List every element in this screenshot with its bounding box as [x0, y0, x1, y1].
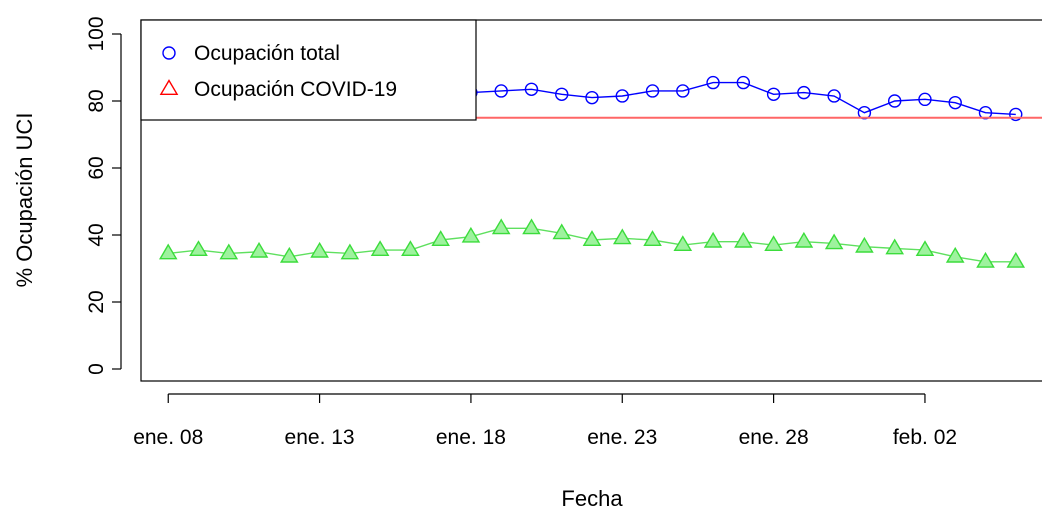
- data-point: [766, 87, 781, 102]
- data-point: [340, 243, 360, 260]
- x-tick-label: ene. 28: [739, 426, 809, 449]
- data-point: [945, 246, 965, 263]
- data-point: [885, 238, 905, 255]
- legend-box: [140, 19, 477, 121]
- data-point: [855, 236, 874, 253]
- y-axis-title: % Ocupación UCI: [12, 113, 37, 288]
- data-point: [643, 230, 662, 247]
- data-point: [887, 94, 902, 108]
- series-ocupacion-covid: [158, 218, 1026, 268]
- data-point: [1009, 107, 1023, 122]
- data-point: [764, 235, 783, 252]
- data-point: [1006, 251, 1026, 268]
- x-tick-label: ene. 23: [587, 426, 657, 449]
- data-point: [703, 231, 723, 248]
- legend-marker-ocupacion-total: [162, 46, 176, 60]
- data-point: [948, 95, 962, 110]
- data-point: [824, 233, 844, 250]
- data-point: [736, 75, 751, 90]
- data-point: [249, 241, 269, 258]
- data-point: [279, 246, 299, 263]
- data-point: [555, 87, 569, 102]
- data-point: [370, 240, 390, 257]
- data-point: [915, 240, 935, 257]
- x-tick-label: feb. 02: [893, 426, 957, 449]
- data-point: [582, 230, 602, 247]
- y-tick-label: 0: [85, 363, 108, 375]
- legend-label-ocupacion-total: Ocupación total: [194, 42, 340, 65]
- x-tick-label: ene. 18: [436, 426, 506, 449]
- data-point: [794, 231, 814, 248]
- x-tick-label: ene. 13: [285, 426, 355, 449]
- y-tick-label: 100: [85, 16, 108, 51]
- data-point: [706, 75, 720, 90]
- data-point: [522, 218, 541, 235]
- data-point: [673, 235, 693, 252]
- legend-triangle-marker: [159, 79, 179, 96]
- data-point: [494, 84, 508, 98]
- y-tick-label: 60: [85, 156, 108, 179]
- legend-label-ocupacion-covid: Ocupación COVID-19: [194, 78, 397, 101]
- data-point: [676, 84, 690, 98]
- x-axis: ene. 08 ene. 13 ene. 18 ene. 23 ene. 28 feb. …: [133, 393, 957, 449]
- x-axis-title: Fecha: [561, 486, 623, 511]
- data-point: [612, 228, 632, 245]
- legend-circle-marker: [162, 46, 176, 60]
- plot-frame: [140, 19, 1042, 382]
- data-point: [552, 223, 572, 240]
- data-point: [461, 226, 481, 243]
- legend: Ocupación total Ocupación COVID-19: [140, 19, 477, 121]
- data-point: [976, 251, 995, 268]
- data-point: [827, 89, 841, 103]
- series-line: [470, 81, 1016, 116]
- y-tick-label: 80: [85, 89, 108, 112]
- data-point: [524, 82, 539, 96]
- data-point: [431, 230, 450, 247]
- data-point: [491, 218, 511, 235]
- data-point: [645, 84, 660, 98]
- data-point: [918, 92, 932, 107]
- data-point: [734, 231, 753, 248]
- data-point: [615, 89, 629, 103]
- data-point: [797, 85, 811, 100]
- data-point: [310, 241, 329, 258]
- data-point: [401, 240, 420, 257]
- x-tick-label: ene. 08: [133, 426, 203, 449]
- y-tick-label: 40: [85, 223, 108, 246]
- data-point: [189, 240, 208, 257]
- data-point: [158, 243, 178, 260]
- data-point: [585, 90, 599, 105]
- legend-marker-ocupacion-covid: [159, 79, 179, 96]
- series-layer: [158, 75, 1026, 268]
- y-axis: 0 20 40 60 80 100: [85, 16, 122, 375]
- y-tick-label: 20: [85, 290, 108, 313]
- data-point: [219, 243, 239, 260]
